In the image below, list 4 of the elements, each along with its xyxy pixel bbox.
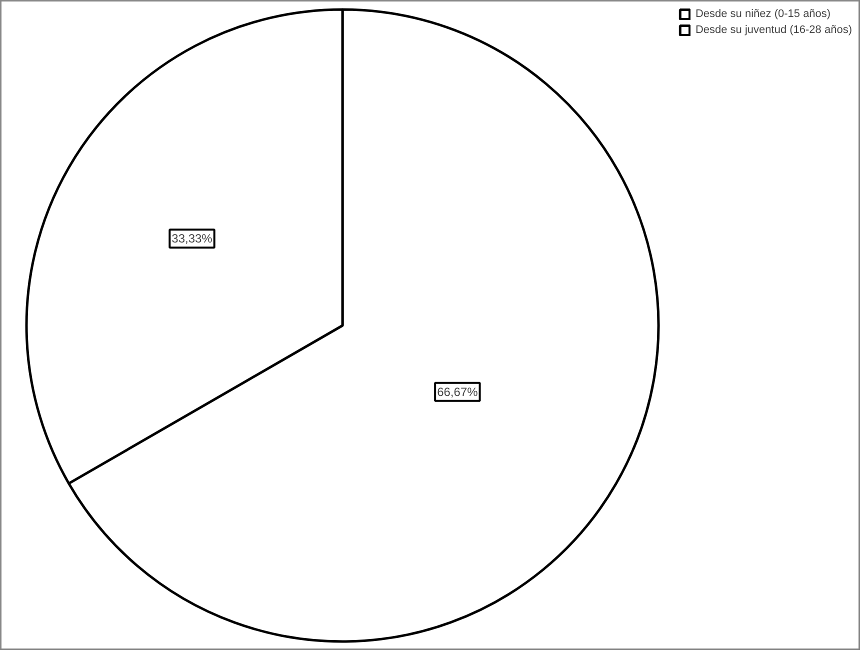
legend-label: Desde su niñez (0-15 años) [695, 8, 831, 20]
legend-label: Desde su juventud (16-28 años) [695, 24, 852, 36]
data-label: 66,67% [437, 384, 478, 399]
data-label: 33,33% [172, 232, 213, 246]
